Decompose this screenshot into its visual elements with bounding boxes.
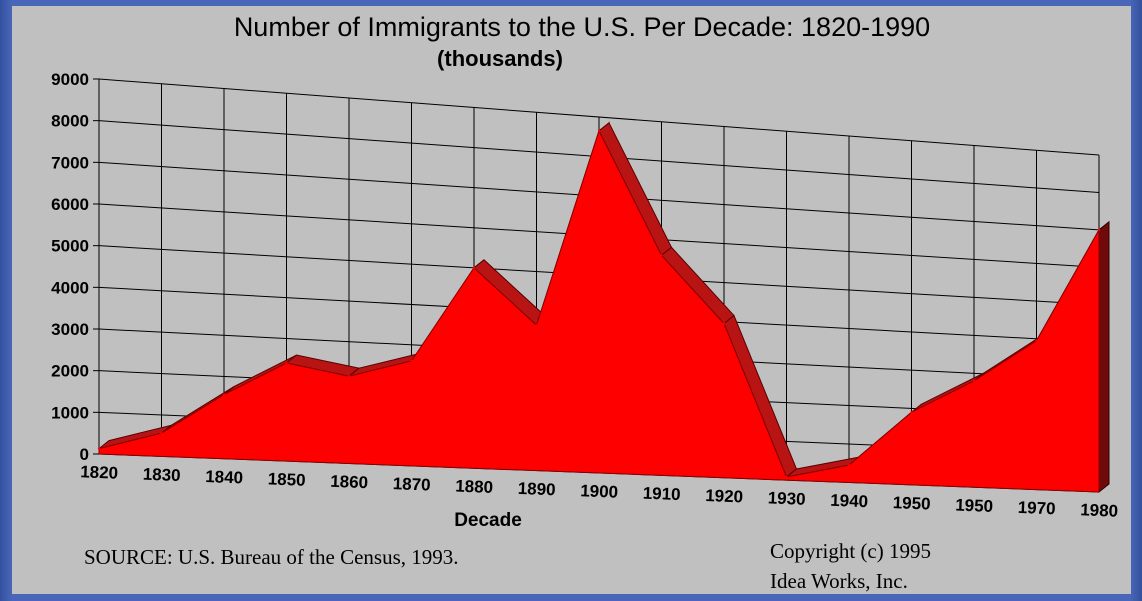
data-point — [160, 431, 163, 435]
y-tick-label: 8000 — [51, 112, 89, 131]
x-tick-label: 1860 — [330, 472, 369, 492]
x-tick-label: 1880 — [455, 477, 494, 497]
y-tick-label: 7000 — [51, 153, 89, 172]
x-tick-label: 1900 — [580, 481, 619, 501]
data-point — [785, 475, 788, 479]
data-point — [847, 463, 851, 467]
data-point — [597, 129, 601, 133]
copyright-line-2: Idea Works, Inc. — [770, 569, 908, 593]
x-axis-ticks: 1820 1830 1840 1850 1860 1870 1880 1890 1900 1910… — [80, 462, 1119, 520]
data-point — [410, 359, 413, 363]
immigration-area-chart: Number of Immigrants to the U.S. Per Dec… — [51, 12, 1119, 593]
y-tick-label: 3000 — [51, 320, 89, 339]
y-tick-label: 1000 — [51, 403, 89, 422]
area-series — [97, 121, 1110, 494]
data-point — [1035, 339, 1038, 342]
x-tick-label: 1890 — [517, 479, 556, 499]
chart-panel: Number of Immigrants to the U.S. Per Dec… — [12, 6, 1131, 594]
data-point — [97, 447, 101, 450]
x-tick-label: 1820 — [80, 462, 119, 482]
y-tick-label: 6000 — [51, 195, 89, 214]
data-point — [535, 324, 538, 327]
x-tick-label: 1950 — [955, 496, 994, 516]
y-tick-label: 2000 — [51, 362, 89, 381]
data-point — [285, 361, 288, 365]
data-point — [472, 266, 476, 270]
x-tick-label: 1910 — [642, 484, 681, 504]
x-tick-label: 1940 — [830, 491, 869, 511]
area-end-cap — [1098, 220, 1110, 494]
x-tick-label: 1920 — [705, 486, 744, 506]
x-tick-label: 1930 — [767, 488, 806, 508]
x-tick-label: 1850 — [267, 469, 306, 489]
x-tick-label: 1870 — [392, 474, 431, 494]
y-tick-label: 5000 — [51, 237, 89, 256]
x-tick-label: 1950 — [892, 493, 931, 513]
x-tick-label: 1840 — [205, 467, 244, 487]
data-point — [660, 254, 663, 257]
y-tick-label: 4000 — [51, 278, 89, 297]
x-tick-label: 1830 — [142, 465, 181, 485]
copyright-line-1: Copyright (c) 1995 — [770, 539, 931, 563]
chart-subtitle: (thousands) — [437, 46, 563, 71]
data-point — [347, 374, 351, 378]
data-point — [722, 322, 726, 325]
x-tick-label: 1980 — [1080, 500, 1119, 520]
x-tick-label: 1970 — [1017, 498, 1056, 518]
y-tick-label: 0 — [80, 445, 89, 464]
data-point — [910, 411, 913, 414]
data-point — [972, 379, 976, 383]
y-axis-ticks: 0 1000 2000 3000 4000 5000 6000 7000 8000 9000 — [51, 70, 99, 464]
x-axis-label: Decade — [454, 510, 522, 531]
data-point — [222, 393, 226, 396]
area-front-face — [98, 129, 1100, 493]
chart-title: Number of Immigrants to the U.S. Per Dec… — [234, 12, 930, 42]
source-note: SOURCE: U.S. Bureau of the Census, 1993. — [84, 545, 459, 569]
y-tick-label: 9000 — [51, 70, 89, 89]
data-point — [1097, 228, 1101, 232]
